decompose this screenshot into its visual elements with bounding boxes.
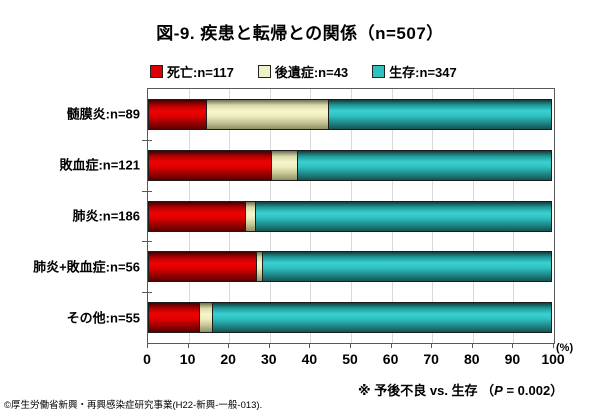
footnote-pvalue-symbol: P [494, 383, 503, 398]
legend-label: 後遺症:n=43 [274, 65, 349, 80]
plot-area [142, 88, 555, 344]
y-axis-tick [142, 190, 152, 192]
chart-title: 図-9. 疾患と転帰との関係（n=507） [156, 24, 444, 43]
x-axis-tick-label: 100 [541, 351, 565, 367]
bar-row-髄膜炎 [148, 98, 554, 130]
x-axis-tick [228, 343, 230, 348]
x-axis-tick-label: 80 [464, 351, 480, 367]
category-label: 敗血症:n=121 [59, 157, 140, 173]
legend-item-後遺症: 後遺症:n=43 [257, 62, 349, 81]
bar-segment-生存 [328, 98, 552, 130]
bar-segment-死亡 [148, 98, 208, 130]
footnote-text: ※ 予後不良 vs. 生存 （ [358, 383, 495, 398]
x-axis-tick [390, 343, 392, 348]
bar-row-肺炎 [148, 200, 554, 232]
x-axis-tick-label: 70 [423, 351, 439, 367]
bar-row-その他 [148, 302, 554, 334]
source-credit: ©厚生労働省新興・再興感染症研究事業(H22-新興-一般-013). [4, 400, 263, 411]
x-axis-tick [512, 343, 514, 348]
bar-segment-生存 [212, 302, 552, 334]
footnote: ※ 予後不良 vs. 生存 （P = 0.002） [358, 380, 563, 399]
x-axis-tick-label: 10 [179, 351, 196, 367]
x-axis-tick [309, 343, 311, 348]
bar-segment-生存 [297, 149, 552, 181]
x-axis-tick [471, 343, 473, 348]
bar-segment-生存 [255, 200, 552, 232]
x-axis-tick-label: 30 [261, 351, 277, 367]
category-label: その他:n=55 [66, 310, 140, 326]
x-axis-tick [350, 343, 351, 348]
bar-row-肺炎+敗血症 [148, 251, 554, 283]
x-axis-tick [268, 343, 270, 348]
bar-segment-死亡 [148, 149, 273, 181]
bar-segment-後遺症 [206, 98, 330, 130]
x-axis-tick-label: 40 [301, 351, 318, 367]
x-axis-tick [553, 343, 554, 348]
y-axis-tick [142, 241, 152, 243]
bar-segment-死亡 [148, 251, 257, 283]
category-label: 肺炎:n=186 [72, 208, 140, 224]
bar-segment-死亡 [148, 200, 247, 232]
x-axis-tick-label: 90 [504, 351, 521, 367]
bar-segment-死亡 [148, 302, 200, 334]
category-label: 髄膜炎:n=89 [66, 106, 140, 122]
category-label: 肺炎+敗血症:n=56 [33, 259, 140, 275]
y-axis-tick [142, 292, 152, 294]
bar-segment-生存 [262, 251, 552, 283]
x-axis-tick-label: 60 [382, 351, 399, 367]
x-axis-tick-label: 0 [143, 351, 151, 367]
x-axis-tick [431, 343, 433, 348]
legend-label: 死亡:n=117 [167, 65, 234, 80]
legend-swatch-icon [257, 65, 271, 78]
legend-swatch-icon [150, 65, 163, 78]
legend-item-死亡: 死亡:n=117 [150, 62, 234, 81]
x-axis-tick-label: 20 [220, 351, 236, 367]
x-axis-unit-label: (%) [556, 342, 574, 354]
footnote-pvalue: = 0.002） [502, 383, 564, 398]
bar-row-敗血症 [148, 149, 554, 181]
legend-item-生存: 生存:n=347 [372, 62, 457, 81]
legend-label: 生存:n=347 [389, 65, 457, 80]
bar-segment-後遺症 [198, 302, 214, 334]
y-axis-tick [142, 139, 152, 141]
x-axis-tick [187, 343, 189, 348]
legend: 死亡:n=117 後遺症:n=43 生存:n=347 [150, 62, 457, 81]
x-axis-tick-label: 50 [342, 351, 358, 367]
bar-segment-後遺症 [271, 149, 299, 181]
x-axis-tick [147, 343, 148, 348]
legend-swatch-icon [372, 65, 386, 78]
